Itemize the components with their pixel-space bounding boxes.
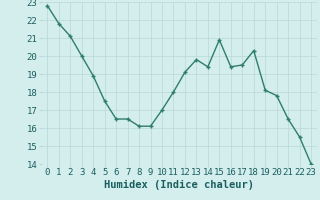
X-axis label: Humidex (Indice chaleur): Humidex (Indice chaleur) [104,180,254,190]
